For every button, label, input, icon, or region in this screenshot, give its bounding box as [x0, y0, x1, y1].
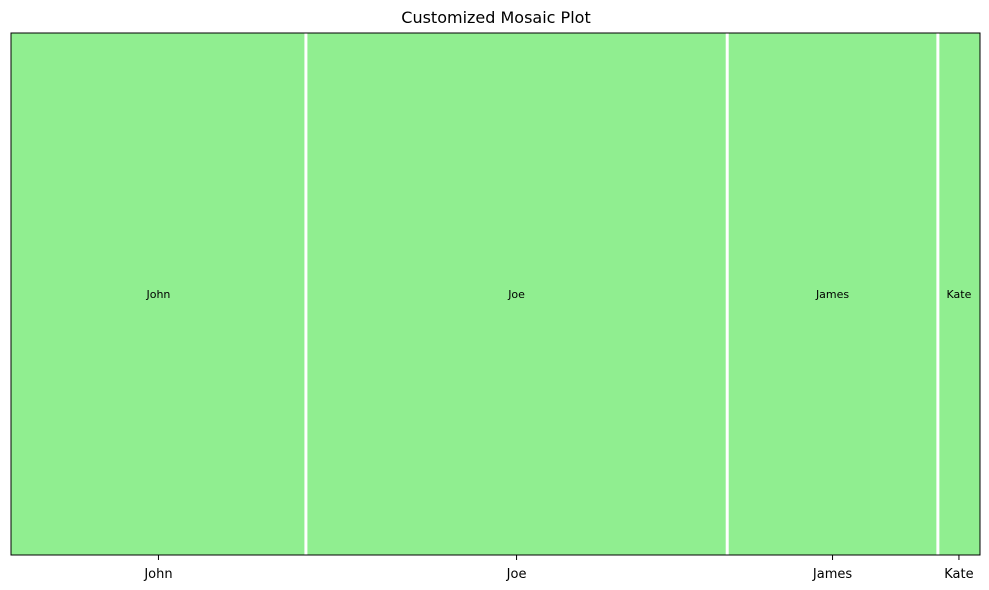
mosaic-tile-john — [11, 33, 306, 555]
tile-label-james: James — [815, 288, 849, 301]
plot-frame — [10, 32, 981, 556]
tile-label-joe: Joe — [507, 288, 525, 301]
chart-title: Customized Mosaic Plot — [401, 8, 590, 27]
tile-separator — [936, 33, 940, 555]
mosaic-tile-kate — [937, 33, 980, 555]
tile-label-john: John — [145, 288, 170, 301]
x-tick-label-john: John — [143, 567, 172, 582]
x-tick-label-james: James — [812, 567, 852, 582]
x-tick-label-kate: Kate — [944, 567, 973, 582]
x-tick-label-joe: Joe — [506, 567, 527, 582]
tile-separator — [304, 33, 308, 555]
plot-area: John Joe James Kate — [11, 33, 980, 555]
mosaic-tile-joe — [305, 33, 728, 555]
mosaic-tile-james — [727, 33, 938, 555]
tile-separator — [725, 33, 729, 555]
x-axis: John Joe James Kate — [143, 555, 974, 582]
tile-label-kate: Kate — [947, 288, 972, 301]
